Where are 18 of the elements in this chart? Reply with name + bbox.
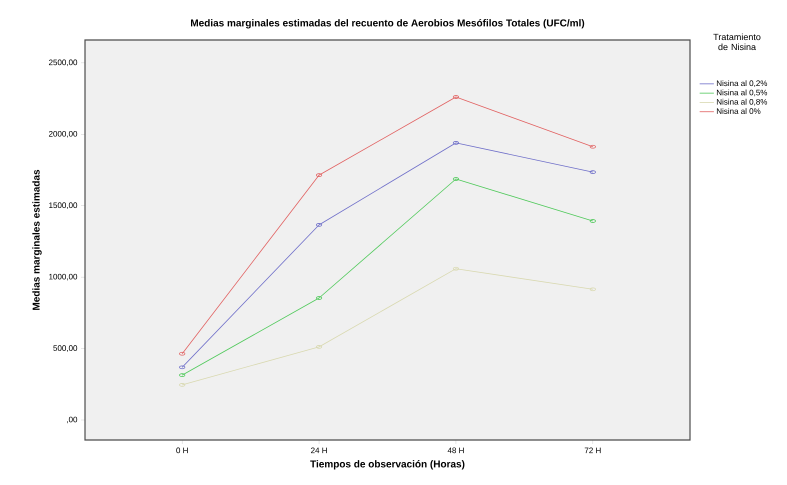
- y-tick-label: ,00: [67, 416, 78, 424]
- y-axis-title: Medias marginales estimadas: [32, 170, 42, 310]
- legend-label: Nisina al 0,8%: [716, 98, 768, 106]
- x-tick-label: 72 H: [584, 448, 601, 454]
- chart-title: Medias marginales estimadas del recuento de Aerobios Mesófilos Totales (UFC/ml): [190, 19, 584, 28]
- x-tick-label: 0 H: [176, 448, 188, 454]
- y-tick-label: 2000,00: [48, 130, 78, 138]
- y-tick-label: 2500,00: [48, 60, 78, 66]
- legend-label: Nisina al 0,2%: [716, 80, 768, 88]
- x-tick-label: 24 H: [311, 448, 327, 454]
- x-axis-title: Tiempos de observación (Horas): [310, 460, 464, 470]
- legend-title: Tratamiento de Nisina: [713, 34, 760, 50]
- x-tick-label: 48 H: [448, 448, 464, 454]
- legend-label: Nisina al 0%: [716, 108, 760, 114]
- y-tick-label: 1500,00: [49, 202, 78, 210]
- legend-label: Nisina al 0,5%: [716, 89, 768, 96]
- y-tick-label: 1000,00: [49, 274, 78, 280]
- y-tick-label: 500,00: [53, 345, 78, 352]
